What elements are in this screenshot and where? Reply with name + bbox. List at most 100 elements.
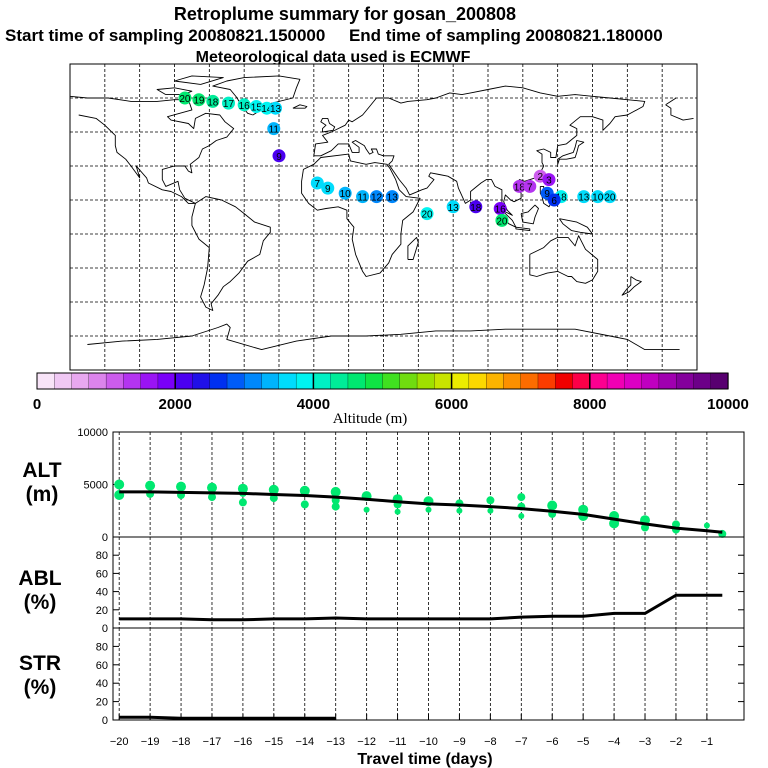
abl-ylabel-bottom: (%) — [24, 591, 57, 614]
plume-day-label: 11 — [269, 125, 280, 136]
x-tick-label: −6 — [546, 736, 559, 748]
alt-cluster-point — [269, 494, 278, 503]
plume-day-label: 17 — [223, 99, 235, 110]
plume-marker — [221, 96, 235, 110]
plume-day-label: 2 — [537, 172, 543, 183]
x-tick-label: −17 — [203, 736, 222, 748]
plume-day-label: 3 — [546, 176, 552, 187]
y-tick-label: 40 — [96, 587, 108, 599]
alt-cluster-point — [394, 508, 401, 515]
y-tick-label: 60 — [96, 660, 108, 672]
plume-day-label: 9 — [276, 152, 282, 163]
y-tick-label: 80 — [96, 641, 108, 653]
colorbar-cell — [416, 372, 435, 390]
plume-day-label: 20 — [179, 94, 191, 105]
plume-marker — [577, 190, 591, 204]
colorbar-cell — [537, 372, 556, 390]
colorbar-cell — [313, 372, 332, 390]
coastline — [301, 153, 421, 277]
y-tick-label: 10000 — [77, 427, 108, 439]
plume-day-label: 9 — [544, 189, 550, 200]
colorbar-frame — [36, 372, 729, 390]
alt-cluster-point — [330, 486, 341, 497]
colorbar-cell — [555, 372, 574, 390]
colorbar-cell — [36, 372, 55, 390]
plume-marker — [338, 186, 352, 200]
coastline — [292, 104, 308, 109]
colorbar-cell — [192, 372, 211, 390]
colorbar-cell — [520, 372, 539, 390]
plume-day-label: 6 — [551, 196, 557, 207]
coastline — [174, 75, 224, 85]
plume-marker — [469, 200, 483, 214]
colorbar-tick-label: 2000 — [159, 396, 192, 413]
colorbar-cell — [347, 372, 366, 390]
colorbar-cell — [710, 372, 729, 390]
colorbar-cells — [36, 372, 729, 390]
x-tick-label: −3 — [639, 736, 652, 748]
colorbar-cell — [123, 372, 142, 390]
x-tick-label: −18 — [172, 736, 191, 748]
plume-day-label: 15 — [251, 103, 263, 114]
colorbar-cell — [485, 372, 505, 390]
x-tick-label: −8 — [484, 736, 497, 748]
y-tick-label: 5000 — [84, 480, 108, 492]
colorbar-cell — [295, 372, 315, 390]
x-tick-label: −10 — [419, 736, 438, 748]
x-tick-label: −19 — [141, 736, 160, 748]
alt-mean-line — [119, 490, 723, 534]
plume-marker — [542, 173, 556, 187]
alt-panel: 0 5000 10000 ALT (m) — [22, 427, 745, 544]
plume-day-label: 19 — [193, 96, 205, 107]
str-line — [119, 715, 336, 720]
abl-line — [119, 593, 723, 622]
colorbar-cell — [693, 372, 712, 390]
plume-marker — [370, 190, 384, 204]
coastline — [69, 95, 694, 204]
alt-cluster-point — [208, 493, 216, 502]
colorbar-cell — [382, 372, 401, 390]
y-tick-label: 20 — [96, 605, 108, 617]
colorbar-tick-label: 6000 — [435, 396, 468, 413]
colorbar-cell — [658, 372, 677, 390]
colorbar-cell — [451, 372, 470, 390]
colorbar-cell — [105, 372, 125, 390]
plume-marker — [192, 93, 206, 107]
colorbar-cell — [209, 372, 228, 390]
y-tick-label: 0 — [102, 715, 108, 727]
colorbar-cell — [589, 372, 608, 390]
x-axis-ticks: −20 −19 −18 −17 −16 −15 −14 −13 −12 −11 −10 −9 −8 −7 −… — [110, 714, 713, 748]
plume-day-label: 13 — [270, 104, 282, 115]
colorbar-cell — [88, 372, 107, 390]
alt-cluster-point — [363, 506, 370, 513]
altitude-colorbar: 0 2000 4000 6000 8000 10000 Altitude (m) — [33, 372, 749, 427]
plume-day-label: 18 — [556, 193, 568, 204]
plume-day-label: 18 — [207, 97, 219, 108]
colorbar-cell — [468, 372, 487, 390]
coastline — [557, 140, 585, 165]
coastline — [191, 196, 271, 311]
abl-ylabel-top: ABL — [18, 567, 61, 590]
x-tick-label: −1 — [701, 736, 714, 748]
colorbar-cell — [261, 372, 280, 390]
plume-marker — [495, 213, 509, 227]
coastline — [313, 85, 646, 216]
plume-marker — [493, 202, 507, 215]
str-ylabel-bottom: (%) — [24, 676, 57, 699]
colorbar-cell — [226, 372, 245, 390]
colorbar-cell — [71, 372, 90, 390]
coastline — [87, 323, 680, 351]
colorbar-cell — [175, 372, 194, 390]
alt-cluster-points — [114, 479, 727, 538]
plume-marker — [269, 101, 283, 115]
plume-marker — [356, 190, 370, 204]
x-tick-label: −13 — [326, 736, 345, 748]
alt-cluster-point — [517, 493, 526, 502]
plume-day-label: 20 — [421, 210, 433, 221]
alt-ylabel-top: ALT — [22, 459, 61, 482]
str-panel: 0 20 40 60 80 STR (%) — [19, 627, 745, 727]
x-tick-label: −7 — [515, 736, 528, 748]
plume-marker — [547, 193, 561, 207]
plume-day-label: 13 — [387, 193, 399, 204]
